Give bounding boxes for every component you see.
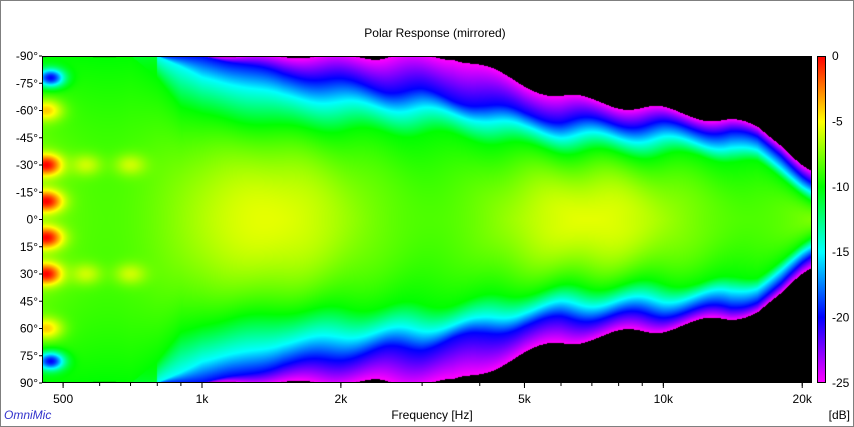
colorbar-tick-label: 0 (832, 49, 839, 63)
colorbar-unit: [dB] (829, 408, 850, 422)
x-tick-label: 20k (793, 392, 813, 406)
colorbar-tick-label: -25 (832, 376, 850, 390)
y-tick-label: 75° (20, 349, 38, 363)
y-tick-label: -60° (16, 104, 38, 118)
colorbar-tick-label: -10 (832, 180, 850, 194)
colorbar-border (817, 56, 826, 383)
heatmap-image (42, 56, 812, 383)
colorbar-gradient (817, 56, 826, 383)
chart-title: Polar Response (mirrored) (364, 26, 505, 40)
y-tick-label: 90° (20, 376, 38, 390)
y-tick-label: -15° (16, 185, 38, 199)
colorbar: 0 -5 -10 -15 -20 -25 (817, 49, 850, 390)
x-tick-label: 10k (654, 392, 674, 406)
x-tick-label: 500 (53, 392, 73, 406)
colorbar-tick-label: -20 (832, 311, 850, 325)
y-axis-ticks: -90° -75° -60° -45° -30° -15° 0° 15° 30° 45° 60° 75… (16, 49, 42, 390)
x-tick-label: 1k (196, 392, 210, 406)
y-tick-label: 15° (20, 240, 38, 254)
x-tick-label: 5k (518, 392, 532, 406)
x-axis-ticks: 500 1k 2k 5k 10k 20k (53, 383, 813, 406)
colorbar-ticks: 0 -5 -10 -15 -20 -25 (832, 49, 850, 390)
omnimic-logo-text: OmniMic (4, 408, 51, 422)
y-tick-label: -90° (16, 49, 38, 63)
y-tick-label: 45° (20, 294, 38, 308)
colorbar-tick-label: -5 (832, 114, 843, 128)
heatmap-plot (42, 56, 812, 383)
x-tick-label: 2k (335, 392, 349, 406)
y-tick-label: -45° (16, 131, 38, 145)
y-tick-label: -30° (16, 158, 38, 172)
plot-border (42, 56, 812, 383)
y-tick-label: 60° (20, 322, 38, 336)
colorbar-tick-label: -15 (832, 245, 850, 259)
x-axis-label: Frequency [Hz] (391, 408, 472, 422)
y-tick-label: -75° (16, 76, 38, 90)
y-tick-label: 30° (20, 267, 38, 281)
y-tick-label: 0° (27, 213, 39, 227)
